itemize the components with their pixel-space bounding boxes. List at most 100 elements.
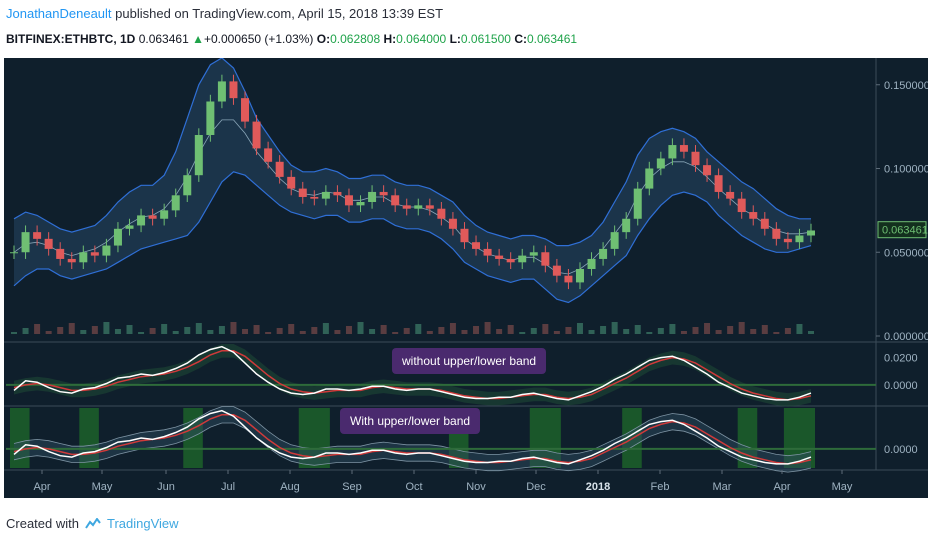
highlight-zone [10, 408, 30, 468]
candle-body [79, 252, 88, 263]
volume-bar [438, 327, 445, 334]
time-tick-label: Jun [157, 481, 175, 493]
time-tick-label: Apr [773, 481, 790, 493]
volume-bar [461, 330, 468, 334]
candle-body [714, 175, 723, 192]
bollinger-band-fill [14, 57, 811, 303]
candle-body [552, 265, 561, 276]
candle-body [10, 252, 18, 254]
candle-body [610, 232, 619, 249]
candle-body [760, 218, 769, 229]
price-tick-label: 0.000000 [884, 331, 928, 343]
upper-band-line [13, 57, 811, 247]
candle-body [795, 235, 804, 243]
candle-body [668, 145, 677, 159]
candle-body [21, 232, 30, 253]
volume-bar [646, 332, 653, 334]
candle-body [425, 205, 434, 209]
osc-band-fill [14, 406, 811, 473]
candle-body [703, 165, 712, 176]
volume-bar [68, 323, 75, 334]
volume-bar [218, 326, 225, 334]
candle-body [275, 161, 284, 177]
time-tick-label: May [832, 481, 853, 493]
volume-bar [692, 327, 699, 334]
volume-bar [357, 322, 364, 334]
annotation-panel1: without upper/lower band [392, 348, 547, 374]
candle-body [67, 258, 76, 263]
volume-bar [91, 326, 98, 334]
candle-body [737, 198, 746, 213]
candle-body [264, 148, 273, 162]
volume-bar [149, 328, 156, 334]
volume-bar [34, 324, 41, 334]
volume-bar [484, 322, 491, 334]
time-tick-label: Oct [405, 481, 422, 493]
open-label: O: [316, 32, 331, 46]
volume-bar [680, 331, 687, 334]
candle-body [252, 121, 261, 149]
osc1-tick-label: 0.0200 [884, 353, 918, 365]
candle-body [506, 258, 515, 263]
volume-bar [276, 328, 283, 334]
time-tick-label: Apr [33, 481, 50, 493]
candle-body [807, 230, 815, 236]
price-tick-label: 0.100000 [884, 164, 928, 176]
open-value: 0.062808 [330, 32, 381, 46]
middle-band-line [13, 119, 812, 275]
lower-band-line [13, 171, 812, 304]
volume-bar [623, 329, 630, 334]
publish-info: JonathanDeneault published on TradingVie… [6, 6, 443, 21]
osc1-main-line [13, 345, 812, 401]
candle-body [148, 215, 157, 219]
candle-body [171, 195, 180, 211]
low-value: 0.061500 [460, 32, 511, 46]
candle-body [160, 210, 169, 219]
volume-bar [172, 331, 179, 334]
price-tick-label: 0.150000 [884, 80, 928, 92]
candle-body [287, 176, 296, 189]
candle-body [656, 158, 665, 169]
time-tick-label: May [92, 481, 113, 493]
candle-body [414, 205, 423, 209]
candle-body [783, 238, 792, 243]
candle-body [633, 188, 642, 219]
tradingview-link[interactable]: TradingView [106, 516, 179, 531]
volume-bar [138, 332, 145, 334]
volume-bar [253, 325, 260, 334]
volume-bar [657, 328, 664, 334]
candle-body [772, 228, 781, 239]
candle-body [599, 248, 608, 259]
osc-upper-band [13, 406, 812, 457]
volume-bar [473, 326, 480, 334]
time-tick-label: 2018 [586, 481, 610, 493]
volume-bar [553, 331, 560, 334]
candle-body [113, 228, 122, 246]
candle-body [483, 248, 492, 256]
time-tick-label: Nov [466, 481, 486, 493]
volume-bar [415, 324, 422, 334]
close-value: 0.063461 [526, 32, 578, 46]
candle-body [391, 195, 400, 206]
chart-area[interactable]: 0.150000 0.100000 0.050000 0.000000 0.063461… [4, 57, 930, 498]
volume-bar [704, 323, 711, 334]
candle-body [518, 255, 527, 263]
candle-body [125, 225, 134, 229]
volume-bar [426, 331, 433, 334]
candle-body [460, 228, 469, 243]
volume-bar [611, 322, 618, 334]
author-link[interactable]: JonathanDeneault [6, 6, 112, 21]
candle-body [321, 191, 330, 199]
candle-body [183, 175, 192, 196]
tradingview-logo-icon [85, 517, 101, 529]
candle-body [437, 208, 446, 219]
candle-body [691, 151, 700, 166]
candle-body [310, 196, 319, 199]
candle-body [344, 195, 353, 206]
volume-bar [242, 329, 249, 334]
candle-body [472, 242, 481, 249]
candle-body [33, 232, 42, 239]
time-tick-label: Feb [651, 481, 670, 493]
time-tick-label: Jul [221, 481, 235, 493]
candle-body [726, 191, 735, 199]
